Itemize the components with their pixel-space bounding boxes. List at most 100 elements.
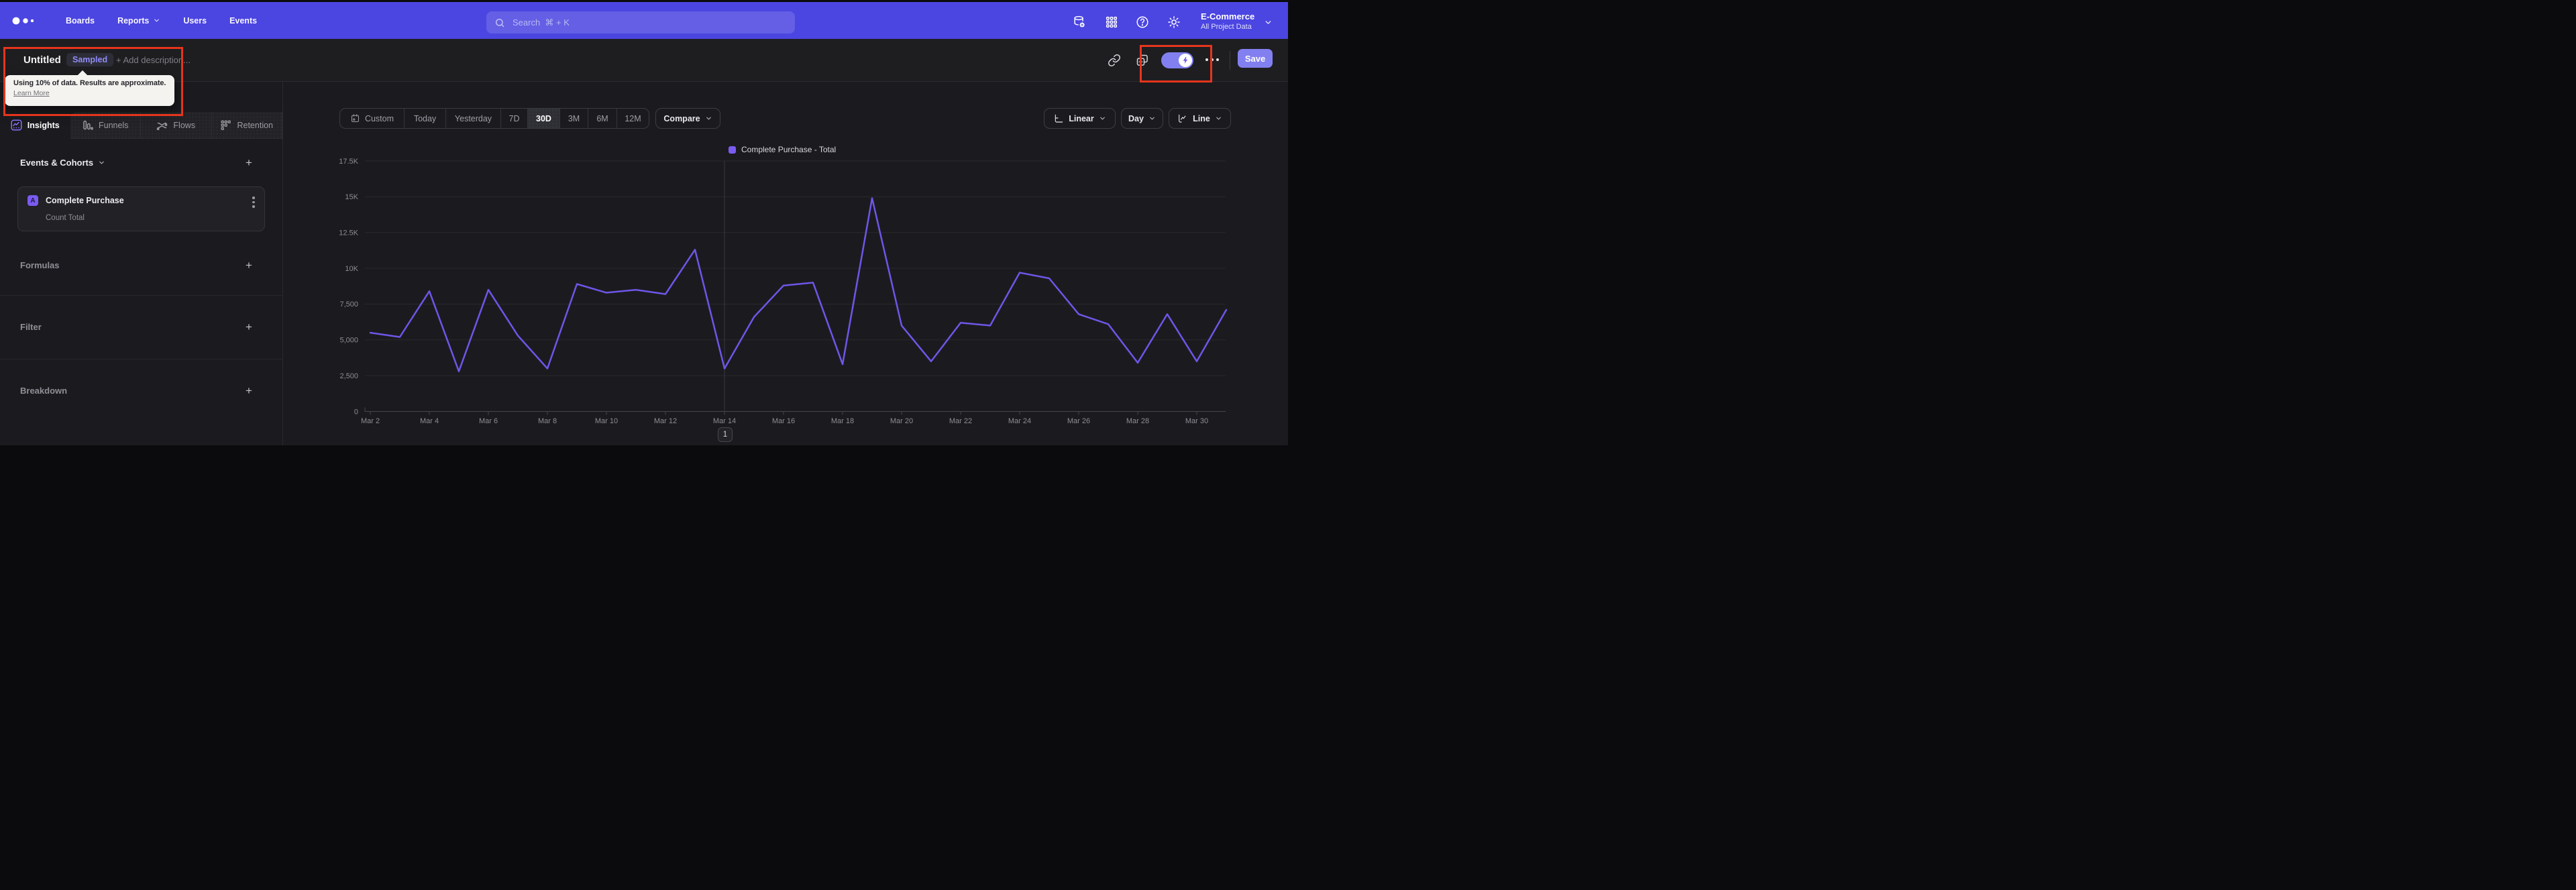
nav-item-events[interactable]: Events xyxy=(229,15,258,25)
y-axis-label: 7,500 xyxy=(339,300,358,309)
range-3m[interactable]: 3M xyxy=(560,109,588,128)
tab-funnels[interactable]: Funnels xyxy=(70,112,141,139)
x-axis-label: Mar 12 xyxy=(654,417,677,425)
range-today[interactable]: Today xyxy=(405,109,446,128)
project-switcher[interactable]: E-Commerce All Project Data xyxy=(1201,11,1254,31)
chart-legend[interactable]: Complete Purchase - Total xyxy=(729,145,836,154)
add-event-button[interactable]: + xyxy=(246,156,252,169)
x-axis-label: Mar 18 xyxy=(831,417,854,425)
events-cohorts-header[interactable]: Events & Cohorts xyxy=(20,158,105,168)
range-7d[interactable]: 7D xyxy=(501,109,528,128)
tooltip-message: Using 10% of data. Results are approxima… xyxy=(13,79,166,87)
add-description-field[interactable]: + Add description... xyxy=(116,55,191,65)
tab-retention[interactable]: Retention xyxy=(211,112,282,139)
scale-dropdown[interactable]: Linear xyxy=(1044,108,1116,129)
chevron-down-icon xyxy=(1150,117,1155,120)
nav-item-boards[interactable]: Boards xyxy=(66,15,95,25)
range-custom[interactable]: Custom xyxy=(340,109,405,128)
data-management-icon[interactable] xyxy=(1072,15,1087,30)
report-title[interactable]: Untitled xyxy=(23,54,61,66)
more-options-button[interactable] xyxy=(1205,58,1220,62)
help-icon[interactable] xyxy=(1135,15,1150,30)
report-title-bar xyxy=(0,39,1288,82)
chart-type-dropdown[interactable]: Line xyxy=(1169,108,1231,129)
copy-link-icon[interactable] xyxy=(1108,54,1121,67)
search-input[interactable] xyxy=(511,17,787,28)
chevron-down-icon xyxy=(1265,21,1271,24)
tooltip-learn-more-link[interactable]: Learn More xyxy=(13,89,50,97)
chevron-down-icon xyxy=(154,19,160,22)
sidebar-divider xyxy=(282,82,283,445)
x-axis-label: Mar 4 xyxy=(420,417,439,425)
mixpanel-logo-icon[interactable] xyxy=(11,14,43,27)
y-axis-label: 17.5K xyxy=(339,158,358,166)
x-axis-label: Mar 26 xyxy=(1067,417,1090,425)
x-axis-label: Mar 16 xyxy=(772,417,795,425)
x-axis-label: Mar 14 xyxy=(713,417,736,425)
series-complete-purchase-total[interactable] xyxy=(369,197,1228,372)
lightning-bolt-icon xyxy=(1183,57,1188,64)
range-6m[interactable]: 6M xyxy=(588,109,617,128)
add-to-board-icon[interactable] xyxy=(1136,54,1149,67)
date-range-selector: Custom Today Yesterday 7D 30D 3M 6M 12M xyxy=(339,108,649,129)
legend-swatch xyxy=(729,146,736,154)
x-axis-label: Mar 6 xyxy=(479,417,498,425)
settings-gear-icon[interactable] xyxy=(1167,15,1181,30)
tab-flows[interactable]: Flows xyxy=(141,112,212,139)
range-yesterday[interactable]: Yesterday xyxy=(446,109,501,128)
y-axis-label: 0 xyxy=(354,408,358,416)
report-type-tabs: Insights Funnels Flows xyxy=(0,112,282,139)
line-chart-icon xyxy=(1179,114,1186,123)
linear-axis-icon xyxy=(1055,114,1063,123)
y-axis-label: 15K xyxy=(345,193,358,201)
compare-dropdown[interactable]: Compare xyxy=(655,108,720,129)
y-axis-label: 2,500 xyxy=(339,372,358,380)
calendar-icon xyxy=(351,114,359,122)
global-search[interactable] xyxy=(486,11,795,34)
x-axis-label: Mar 28 xyxy=(1126,417,1149,425)
x-axis-label: Mar 2 xyxy=(361,417,380,425)
flows-icon xyxy=(157,122,168,131)
project-scope: All Project Data xyxy=(1201,23,1252,31)
x-axis-label: Mar 10 xyxy=(595,417,618,425)
event-name: Complete Purchase xyxy=(46,196,124,205)
pagination-page-1[interactable]: 1 xyxy=(718,427,733,442)
save-button[interactable]: Save xyxy=(1238,49,1273,68)
chevron-down-icon xyxy=(1099,117,1105,120)
interval-dropdown[interactable]: Day xyxy=(1121,108,1163,129)
x-axis-label: Mar 30 xyxy=(1185,417,1208,425)
sampling-tooltip: Using 10% of data. Results are approxima… xyxy=(5,70,175,106)
range-12m[interactable]: 12M xyxy=(625,113,641,123)
y-axis-label: 5,000 xyxy=(339,337,358,345)
y-axis-label: 10K xyxy=(345,265,358,273)
event-metric[interactable]: Count Total xyxy=(46,214,85,222)
chevron-down-icon xyxy=(1216,117,1221,120)
event-menu-button[interactable] xyxy=(252,197,255,210)
add-filter-button[interactable]: + xyxy=(246,321,252,333)
nav-item-users[interactable]: Users xyxy=(183,15,207,25)
add-formula-button[interactable]: + xyxy=(246,259,252,272)
spark-toggle[interactable] xyxy=(1161,52,1193,68)
event-card[interactable]: A Complete Purchase Count Total xyxy=(17,186,265,231)
section-filter: Filter xyxy=(20,322,42,332)
section-formulas: Formulas xyxy=(20,260,60,270)
funnels-icon xyxy=(83,120,93,130)
section-breakdown: Breakdown xyxy=(20,386,68,396)
insights-report-page: Boards Reports Users Events xyxy=(0,0,1288,445)
add-breakdown-button[interactable]: + xyxy=(246,384,252,397)
range-30d[interactable]: 30D xyxy=(528,109,560,128)
x-axis-label: Mar 8 xyxy=(538,417,557,425)
y-axis-label: 12.5K xyxy=(339,229,358,237)
window-top-strip xyxy=(0,0,1288,2)
retention-icon xyxy=(221,120,231,130)
x-axis-label: Mar 24 xyxy=(1008,417,1031,425)
section-divider xyxy=(0,295,282,296)
legend-label: Complete Purchase - Total xyxy=(741,145,837,154)
apps-grid-icon[interactable] xyxy=(1104,15,1119,30)
nav-item-reports[interactable]: Reports xyxy=(117,16,160,25)
sampled-badge[interactable]: Sampled xyxy=(66,53,114,66)
x-axis-label: Mar 20 xyxy=(890,417,913,425)
tab-insights[interactable]: Insights xyxy=(0,112,70,139)
search-icon xyxy=(496,18,504,27)
project-name: E-Commerce xyxy=(1201,11,1255,21)
